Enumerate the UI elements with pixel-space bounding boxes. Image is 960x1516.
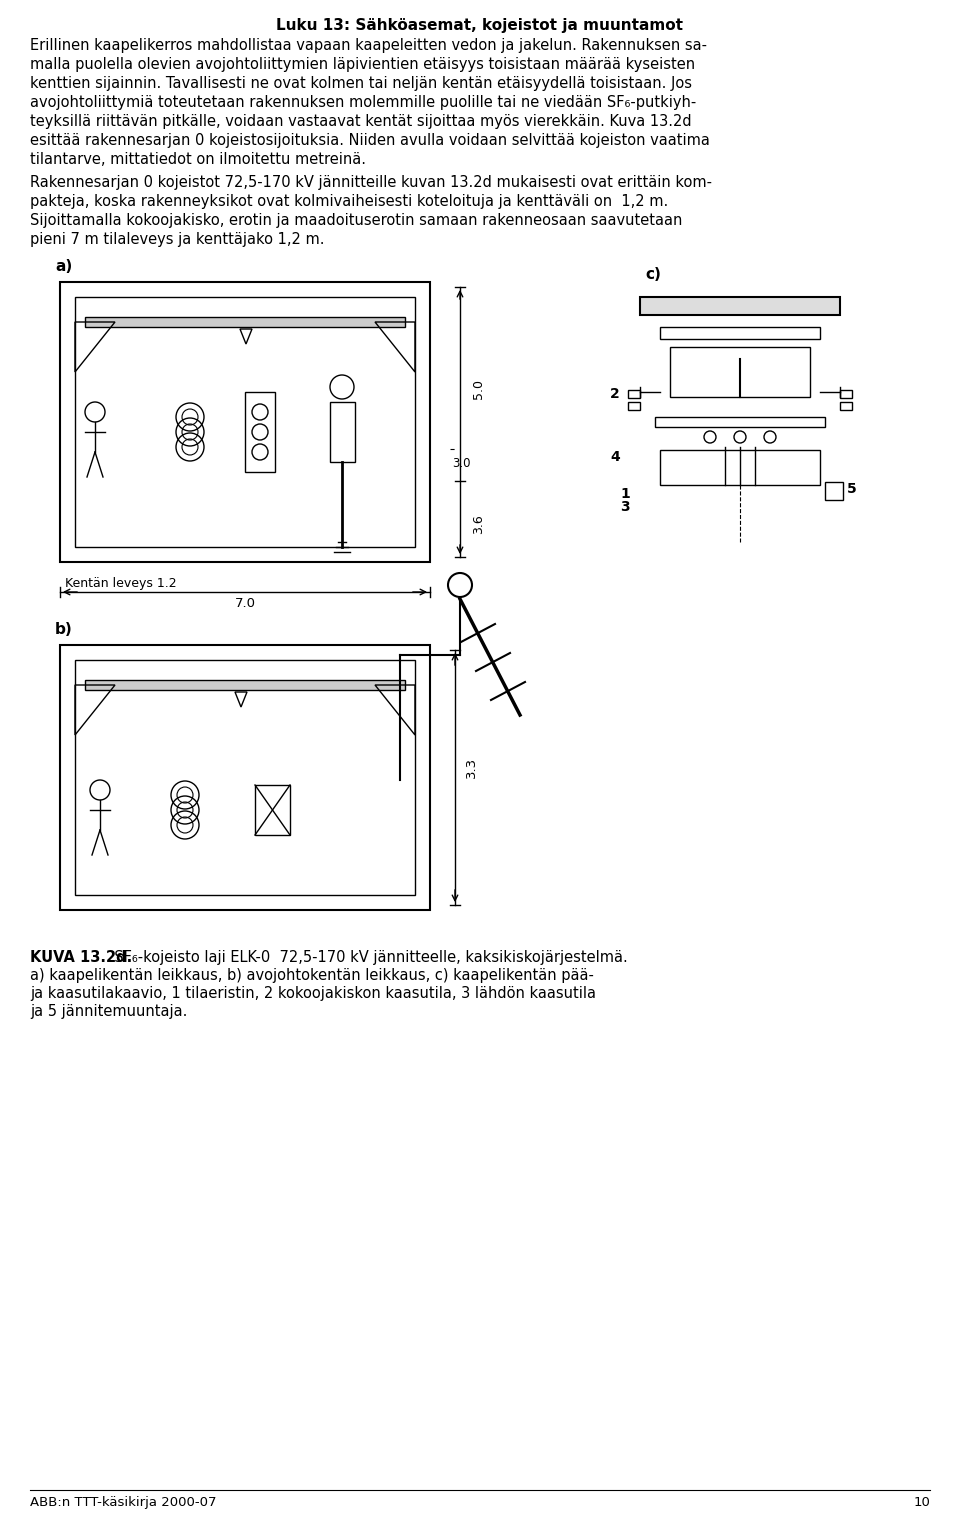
Bar	[75, 297, 415, 547]
Bar	[840, 402, 852, 409]
Bar	[60, 282, 430, 562]
Text: ja kaasutilakaavio, 1 tilaeristin, 2 kokoojakiskon kaasutila, 3 lähdön kaasutila: ja kaasutilakaavio, 1 tilaeristin, 2 kok…	[30, 985, 596, 1001]
Bar	[60, 644, 430, 910]
Bar	[825, 482, 843, 500]
Bar	[85, 317, 405, 327]
Text: teyksillä riittävän pitkälle, voidaan vastaavat kentät sijoittaa myös vierekkäin: teyksillä riittävän pitkälle, voidaan va…	[30, 114, 691, 129]
Text: malla puolella olevien avojohtoliittymien läpivientien etäisyys toisistaan määrä: malla puolella olevien avojohtoliittymie…	[30, 58, 695, 71]
Bar	[330, 402, 355, 462]
Bar	[840, 390, 852, 399]
Text: 1: 1	[620, 487, 630, 500]
Text: kenttien sijainnin. Tavallisesti ne ovat kolmen tai neljän kentän etäisyydellä t: kenttien sijainnin. Tavallisesti ne ovat…	[30, 76, 692, 91]
Text: 3.6: 3.6	[472, 514, 485, 534]
Bar	[255, 785, 290, 835]
Text: SF₆-kojeisto laji ELK-0  72,5-170 kV jännitteelle, kaksikiskojärjestelmä.: SF₆-kojeisto laji ELK-0 72,5-170 kV jänn…	[105, 951, 628, 966]
Text: Luku 13: Sähköasemat, kojeistot ja muuntamot: Luku 13: Sähköasemat, kojeistot ja muunt…	[276, 18, 684, 33]
Text: pakteja, koska rakenneyksikot ovat kolmivaiheisesti koteloituja ja kenttäväli on: pakteja, koska rakenneyksikot ovat kolmi…	[30, 194, 668, 209]
Text: 5: 5	[847, 482, 856, 496]
Text: a) kaapelikentän leikkaus, b) avojohtokentän leikkaus, c) kaapelikentän pää-: a) kaapelikentän leikkaus, b) avojohtoke…	[30, 969, 594, 982]
Text: esittää rakennesarjan 0 kojeistosijoituksia. Niiden avulla voidaan selvittää koj: esittää rakennesarjan 0 kojeistosijoituk…	[30, 133, 709, 149]
Text: 4: 4	[610, 450, 620, 464]
Text: 7.0: 7.0	[234, 597, 255, 609]
Text: 3.0: 3.0	[452, 456, 470, 470]
Text: 3.3: 3.3	[465, 756, 478, 778]
Text: Kentän leveys 1.2: Kentän leveys 1.2	[65, 578, 177, 590]
Text: ja 5 jännitemuuntaja.: ja 5 jännitemuuntaja.	[30, 1004, 187, 1019]
Text: 5.0: 5.0	[472, 379, 485, 399]
Text: b): b)	[55, 622, 73, 637]
Bar	[628, 402, 640, 409]
Text: 3: 3	[620, 500, 630, 514]
Bar	[640, 297, 840, 315]
Text: tilantarve, mittatiedot on ilmoitettu metreinä.: tilantarve, mittatiedot on ilmoitettu me…	[30, 152, 366, 167]
Bar	[628, 390, 640, 399]
Bar	[85, 681, 405, 690]
Bar	[245, 393, 275, 471]
Bar	[670, 347, 810, 397]
Text: Rakennesarjan 0 kojeistot 72,5-170 kV jännitteille kuvan 13.2d mukaisesti ovat e: Rakennesarjan 0 kojeistot 72,5-170 kV jä…	[30, 174, 712, 190]
Text: KUVA 13.2d.: KUVA 13.2d.	[30, 951, 132, 966]
Text: Sijoittamalla kokoojakisko, erotin ja maadoituserotin samaan rakenneosaan saavut: Sijoittamalla kokoojakisko, erotin ja ma…	[30, 214, 683, 227]
Text: Erillinen kaapelikerros mahdollistaa vapaan kaapeleitten vedon ja jakelun. Raken: Erillinen kaapelikerros mahdollistaa vap…	[30, 38, 707, 53]
Bar	[75, 659, 415, 894]
Text: 10: 10	[913, 1496, 930, 1508]
Bar	[655, 417, 825, 428]
Bar	[660, 450, 820, 485]
Text: 2: 2	[610, 387, 620, 402]
Text: avojohtoliittymiä toteutetaan rakennuksen molemmille puolille tai ne viedään SF₆: avojohtoliittymiä toteutetaan rakennukse…	[30, 96, 696, 111]
Text: pieni 7 m tilaleveys ja kenttäjako 1,2 m.: pieni 7 m tilaleveys ja kenttäjako 1,2 m…	[30, 232, 324, 247]
Text: c): c)	[645, 267, 660, 282]
Text: a): a)	[55, 259, 72, 274]
Text: ABB:n TTT-käsikirja 2000-07: ABB:n TTT-käsikirja 2000-07	[30, 1496, 217, 1508]
Bar	[660, 327, 820, 340]
